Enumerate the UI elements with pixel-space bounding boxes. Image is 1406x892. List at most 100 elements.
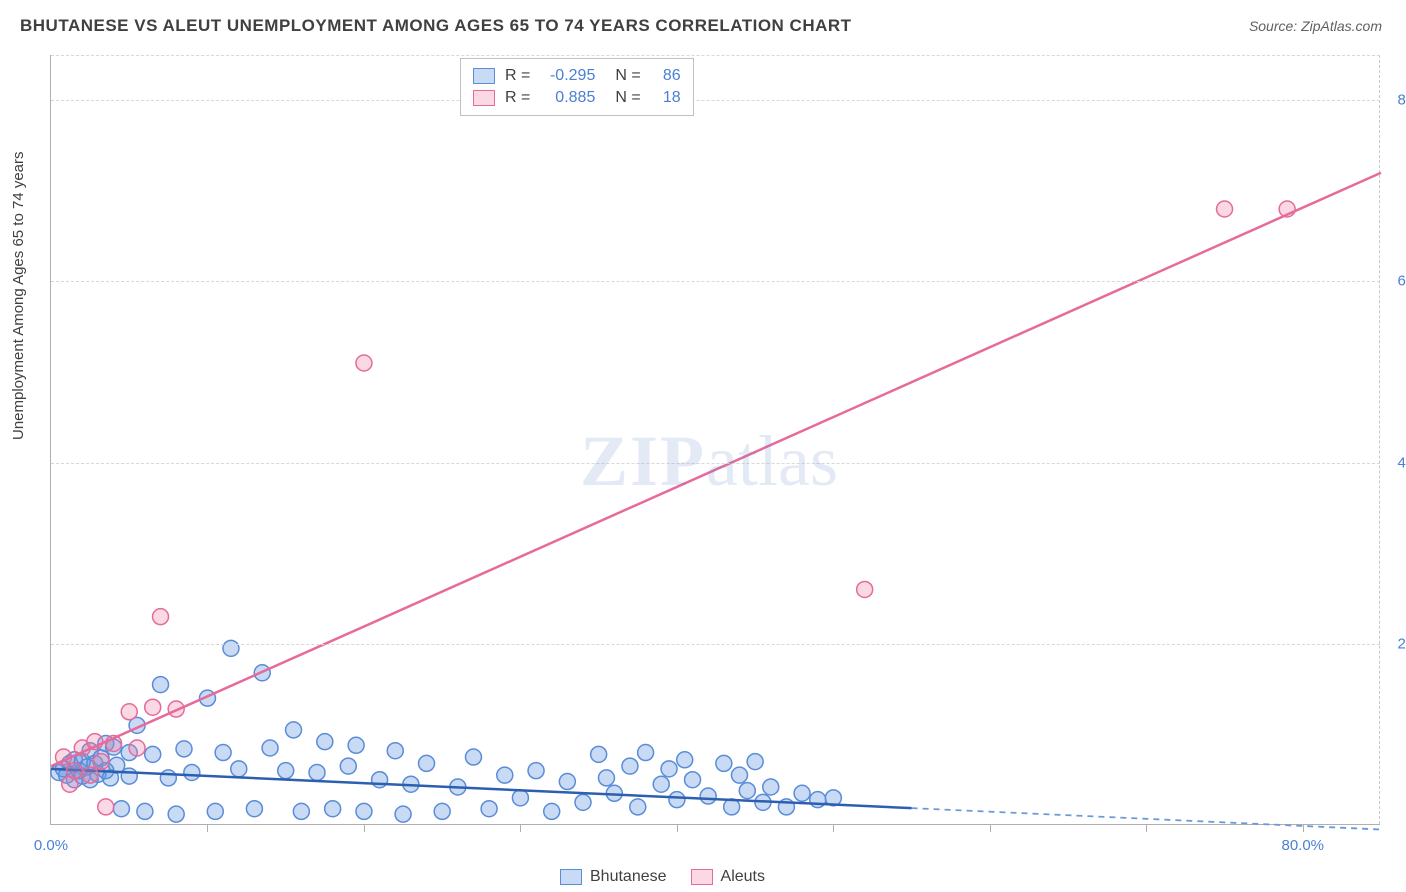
data-point <box>763 779 779 795</box>
y-tick-label: 20.0% <box>1385 635 1406 652</box>
legend-item-label: Bhutanese <box>590 868 667 886</box>
trend-line <box>51 173 1381 766</box>
data-point <box>434 803 450 819</box>
data-point <box>207 803 223 819</box>
legend-r-label: R = <box>505 89 530 107</box>
data-point <box>1217 201 1233 217</box>
data-point <box>512 790 528 806</box>
data-point <box>731 767 747 783</box>
data-point <box>286 722 302 738</box>
x-tick <box>990 824 991 832</box>
gridline <box>51 100 1380 101</box>
legend-r-value: 0.885 <box>540 89 595 107</box>
data-point <box>93 754 109 770</box>
data-point <box>145 746 161 762</box>
plot-area: 20.0%40.0%60.0%80.0%0.0%80.0% <box>50 55 1380 825</box>
x-tick <box>207 824 208 832</box>
data-point <box>528 763 544 779</box>
data-point <box>98 799 114 815</box>
data-point <box>669 792 685 808</box>
legend-swatch <box>560 869 582 885</box>
legend-swatch <box>473 90 495 106</box>
data-point <box>387 743 403 759</box>
data-point <box>309 764 325 780</box>
data-point <box>638 745 654 761</box>
legend-r-label: R = <box>505 67 530 85</box>
data-point <box>465 749 481 765</box>
data-point <box>121 768 137 784</box>
gridline <box>51 281 1380 282</box>
data-point <box>278 763 294 779</box>
correlation-legend: R = -0.295 N = 86 R = 0.885 N = 18 <box>460 58 694 116</box>
gridline <box>51 644 1380 645</box>
data-point <box>716 755 732 771</box>
series-legend: Bhutanese Aleuts <box>560 868 765 886</box>
legend-row: R = -0.295 N = 86 <box>473 65 681 87</box>
y-tick-label: 60.0% <box>1385 273 1406 290</box>
data-point <box>395 806 411 822</box>
data-point <box>857 581 873 597</box>
legend-swatch <box>691 869 713 885</box>
data-point <box>661 761 677 777</box>
data-point <box>700 788 716 804</box>
x-tick <box>364 824 365 832</box>
data-point <box>677 752 693 768</box>
data-point <box>160 770 176 786</box>
legend-item-label: Aleuts <box>721 868 765 886</box>
x-tick <box>833 824 834 832</box>
y-tick-label: 80.0% <box>1385 92 1406 109</box>
legend-item: Aleuts <box>691 868 765 886</box>
x-tick <box>1146 824 1147 832</box>
data-point <box>598 770 614 786</box>
gridline <box>51 55 1380 56</box>
data-point <box>317 734 333 750</box>
data-point <box>685 772 701 788</box>
chart-title: BHUTANESE VS ALEUT UNEMPLOYMENT AMONG AG… <box>20 16 852 36</box>
x-tick <box>520 824 521 832</box>
data-point <box>544 803 560 819</box>
data-point <box>419 755 435 771</box>
x-tick <box>1303 824 1304 832</box>
legend-n-value: 18 <box>651 89 681 107</box>
legend-n-label: N = <box>615 89 640 107</box>
data-point <box>653 776 669 792</box>
data-point <box>215 745 231 761</box>
data-point <box>356 803 372 819</box>
trend-line <box>51 769 912 808</box>
data-point <box>121 704 137 720</box>
data-point <box>231 761 247 777</box>
legend-item: Bhutanese <box>560 868 667 886</box>
legend-r-value: -0.295 <box>540 67 595 85</box>
data-point <box>176 741 192 757</box>
data-point <box>747 754 763 770</box>
data-point <box>66 763 82 779</box>
data-point <box>113 801 129 817</box>
legend-n-label: N = <box>615 67 640 85</box>
data-point <box>82 767 98 783</box>
data-point <box>630 799 646 815</box>
y-tick-label: 40.0% <box>1385 454 1406 471</box>
data-point <box>325 801 341 817</box>
data-point <box>153 677 169 693</box>
data-point <box>575 794 591 810</box>
data-point <box>794 785 810 801</box>
legend-swatch <box>473 68 495 84</box>
data-point <box>622 758 638 774</box>
legend-n-value: 86 <box>651 67 681 85</box>
data-point <box>184 764 200 780</box>
x-tick-label: 0.0% <box>34 837 68 854</box>
data-point <box>340 758 356 774</box>
data-point <box>223 640 239 656</box>
data-point <box>246 801 262 817</box>
chart-svg <box>51 55 1380 824</box>
source-attribution: Source: ZipAtlas.com <box>1249 18 1382 34</box>
data-point <box>559 774 575 790</box>
data-point <box>356 355 372 371</box>
data-point <box>262 740 278 756</box>
data-point <box>153 609 169 625</box>
data-point <box>739 783 755 799</box>
legend-row: R = 0.885 N = 18 <box>473 87 681 109</box>
data-point <box>481 801 497 817</box>
data-point <box>168 806 184 822</box>
data-point <box>137 803 153 819</box>
